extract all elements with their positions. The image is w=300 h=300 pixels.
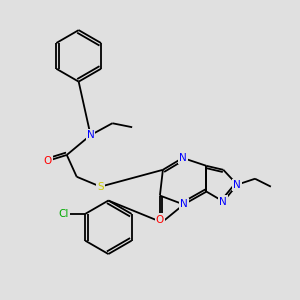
Text: Cl: Cl bbox=[58, 209, 69, 219]
Text: N: N bbox=[219, 196, 227, 206]
Text: N: N bbox=[87, 130, 94, 140]
Text: O: O bbox=[156, 215, 164, 225]
Text: S: S bbox=[97, 182, 104, 192]
Text: N: N bbox=[233, 180, 241, 190]
Text: N: N bbox=[179, 153, 187, 163]
Text: O: O bbox=[44, 156, 52, 166]
Text: N: N bbox=[180, 200, 188, 209]
